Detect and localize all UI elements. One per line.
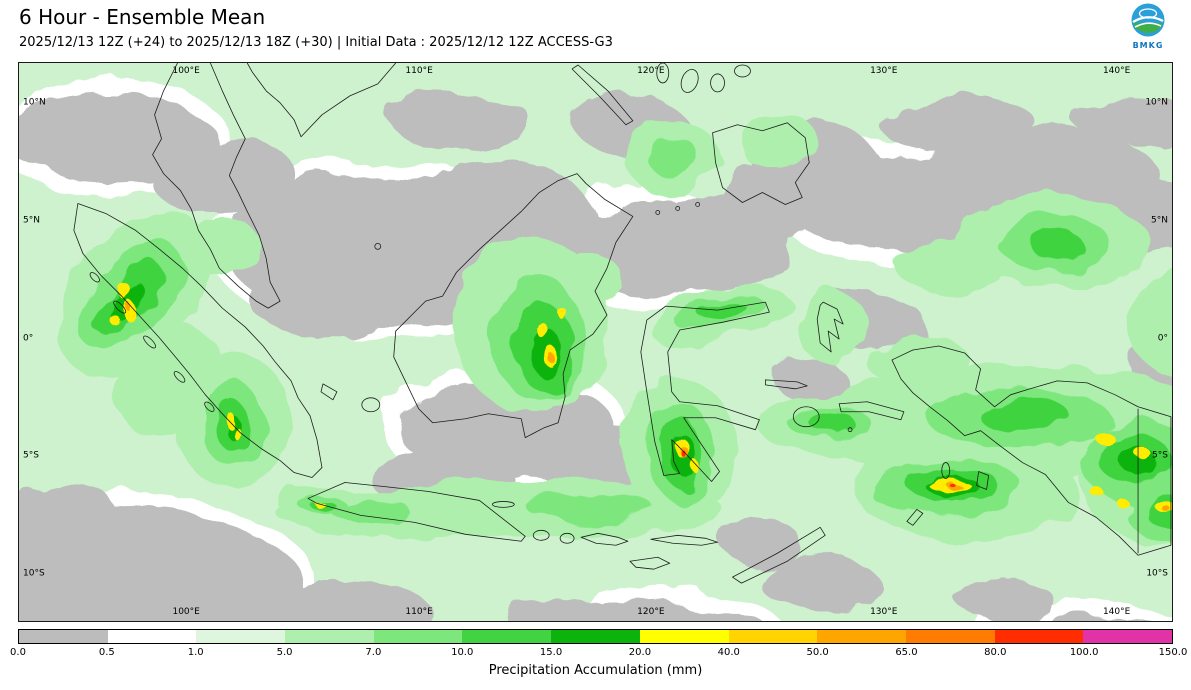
colorbar-segment: [19, 630, 108, 643]
coastline-tanimbar: [906, 509, 924, 526]
coastline-kai: [941, 462, 951, 479]
bmkg-logo-text: BMKG: [1132, 41, 1164, 50]
coastline-natuna: [374, 242, 382, 250]
coastline-seram: [838, 401, 905, 421]
coastline-bangka: [320, 383, 338, 401]
colorbar-tick-label: 50.0: [806, 647, 829, 658]
colorbar-segment: [373, 630, 463, 643]
coastline-sulu-3: [695, 202, 701, 207]
coastline-visayas-2: [656, 63, 670, 84]
colorbar-segment: [994, 630, 1084, 643]
coastline-sumatra: [73, 203, 323, 478]
coastline-borneo: [393, 173, 634, 439]
colorbar-segment: [551, 630, 640, 643]
coastline-visayas-3: [710, 73, 725, 93]
coastline-indochina: [246, 63, 397, 138]
precip-layer-red: [681, 450, 956, 488]
colorbar-tick-label: 0.0: [10, 647, 26, 658]
coastline-halmahera: [816, 301, 844, 353]
coastline-buru: [792, 406, 820, 428]
coastline-mentawai-1: [113, 300, 127, 314]
colorbar-segment: [107, 630, 197, 643]
coastline-malay-peninsula: [152, 63, 281, 309]
colorbar-tick-label: 1.0: [187, 647, 204, 658]
colorbar-tick-label: 0.5: [98, 647, 115, 658]
coastline-timor: [732, 526, 826, 584]
colorbar-segment: [285, 630, 374, 643]
coastline-ambon: [847, 427, 853, 433]
colorbar-tick-label: 5.0: [276, 647, 293, 658]
coastline-belitung: [361, 397, 381, 413]
precipitation-map: 100°E 100°E 110°E 110°E 120°E 120°E 130°E 130°E…: [18, 62, 1173, 622]
colorbar-segment: [817, 630, 906, 643]
coastline-sumba: [629, 556, 671, 570]
colorbar-tick-label: 80.0: [984, 647, 1007, 658]
coastline-nias: [89, 272, 100, 283]
coastline-sula: [764, 379, 808, 390]
colorbar-tick-label: 10.0: [451, 647, 474, 658]
coastline-madura: [491, 501, 515, 508]
colorbar: 0.0 0.5 1.0 5.0 7.0 10.0 15.0 20.0 40.0 50.0 65.0 8…: [10, 629, 1187, 678]
coastline-palawan: [571, 64, 634, 126]
coastline-bali: [532, 529, 550, 541]
colorbar-title: Precipitation Accumulation (mm): [488, 663, 703, 678]
colorbar-tick-label: 20.0: [628, 647, 652, 658]
colorbar-tick-label: 150.0: [1158, 647, 1188, 658]
coastline-sulawesi: [640, 301, 770, 482]
coastline-lombok: [559, 532, 575, 544]
coastline-flores: [650, 534, 718, 546]
coastline-sulu-1: [655, 210, 661, 215]
colorbar-segment: [462, 630, 552, 643]
coastlines: [73, 63, 1172, 584]
colorbar-segment: [905, 630, 995, 643]
colorbar-tick-label: 100.0: [1069, 647, 1099, 658]
coastline-mindanao: [712, 122, 810, 205]
coastline-papua: [891, 345, 1172, 556]
page-title: 6 Hour - Ensemble Mean: [19, 5, 266, 29]
bmkg-logo-icon: [1131, 3, 1165, 37]
colorbar-tick-label: 15.0: [539, 647, 563, 658]
coastline-enggano: [204, 401, 215, 412]
coastline-visayas-4: [734, 64, 751, 78]
colorbar-tick-label: 40.0: [717, 647, 740, 658]
colorbar-segment: [728, 630, 818, 643]
page-subtitle: 2025/12/13 12Z (+24) to 2025/12/13 18Z (…: [19, 35, 613, 50]
coastline-sumbawa: [580, 532, 629, 546]
precipitation-map-canvas: [19, 63, 1172, 621]
colorbar-segment: [1083, 630, 1172, 643]
bmkg-logo: BMKG: [1125, 2, 1171, 50]
colorbar-tick-label: 65.0: [895, 647, 918, 658]
colorbar-tick-label: 7.0: [365, 647, 382, 658]
coastline-visayas-1: [680, 68, 699, 93]
coastline-java: [307, 482, 526, 542]
colorbar-segment: [639, 630, 729, 643]
coastline-aru: [976, 471, 989, 490]
colorbar-ticks: 0.0 0.5 1.0 5.0 7.0 10.0 15.0 20.0 40.0 50.0 65.0 8…: [10, 647, 1187, 660]
colorbar-segments: [18, 629, 1173, 644]
coastline-sulu-2: [675, 206, 681, 211]
colorbar-segment: [196, 630, 286, 643]
coastline-mentawai-2: [143, 335, 157, 349]
coastline-mentawai-3: [173, 371, 186, 383]
